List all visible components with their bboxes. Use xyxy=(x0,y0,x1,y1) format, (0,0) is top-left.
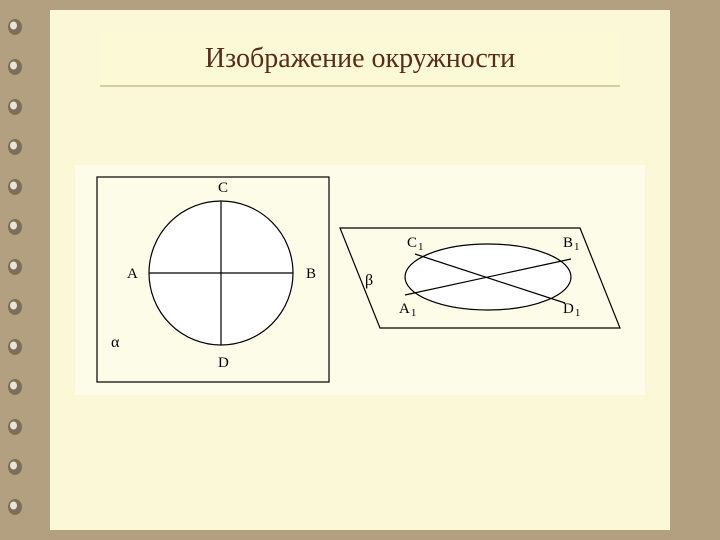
left-figure: A B C D α xyxy=(97,177,329,382)
label-C: C xyxy=(218,180,228,196)
spiral-hole xyxy=(7,338,23,356)
label-A: A xyxy=(127,266,138,282)
spiral-hole xyxy=(7,218,23,236)
spiral-hole xyxy=(7,138,23,156)
spiral-hole xyxy=(7,418,23,436)
right-figure: C1 B1 A1 D1 β xyxy=(340,228,620,328)
spiral-hole xyxy=(7,378,23,396)
label-D1: D1 xyxy=(563,301,580,319)
figure-area: A B C D α C1 B1 A1 xyxy=(75,165,645,395)
spiral-hole xyxy=(7,178,23,196)
spiral-hole xyxy=(7,498,23,516)
label-C1: C1 xyxy=(407,235,424,253)
slide-canvas: Изображение окружности A B C D α xyxy=(50,10,670,530)
spiral-hole xyxy=(7,58,23,76)
label-beta: β xyxy=(365,272,373,289)
diagram-svg: A B C D α C1 B1 A1 xyxy=(75,165,645,395)
label-alpha: α xyxy=(111,334,120,351)
label-B: B xyxy=(306,266,316,282)
spiral-hole xyxy=(7,258,23,276)
title-container: Изображение окружности xyxy=(100,32,620,87)
label-B1: B1 xyxy=(563,235,580,253)
spiral-hole xyxy=(7,18,23,36)
spiral-hole xyxy=(7,458,23,476)
page-title: Изображение окружности xyxy=(205,43,515,75)
spiral-hole xyxy=(7,298,23,316)
spiral-hole xyxy=(7,98,23,116)
label-A1: A1 xyxy=(399,301,416,319)
label-D: D xyxy=(218,355,229,371)
